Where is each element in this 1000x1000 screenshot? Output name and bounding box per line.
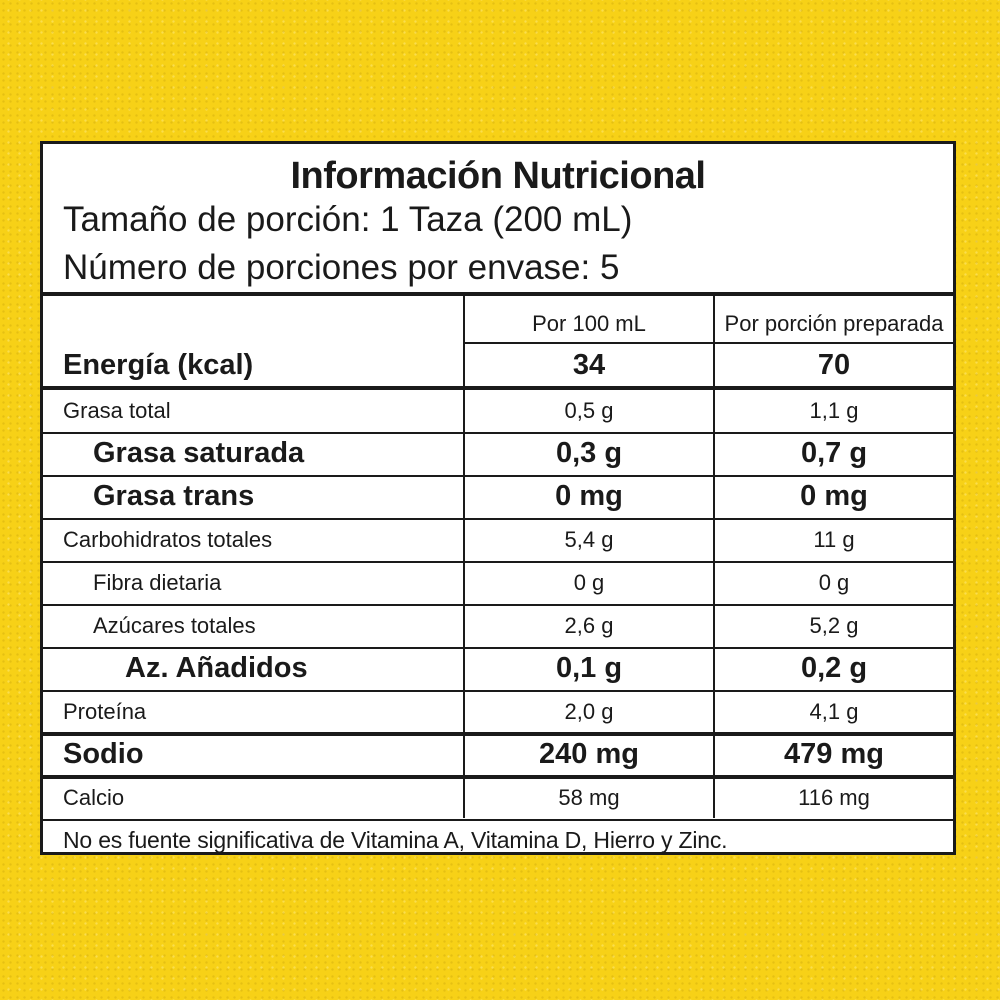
row-divider: [43, 432, 953, 434]
nutrient-per-serving-carbohidratos-totales: 11 g: [813, 527, 855, 552]
row-divider: [43, 690, 953, 692]
nutrient-name-grasa-trans: Grasa trans: [93, 480, 255, 512]
row-divider: [43, 518, 953, 520]
column-header-per-100ml: Por 100 mL: [532, 311, 646, 336]
nutrient-per-serving-az-anadidos: 0,2 g: [800, 652, 868, 684]
row-divider: [43, 775, 953, 779]
label-title: Información Nutricional: [290, 155, 706, 197]
row-divider: [43, 475, 953, 477]
nutrient-per-serving-sodio: 479 mg: [784, 738, 884, 770]
energy-top-line: [463, 342, 953, 344]
nutrient-name-az-anadidos: Az. Añadidos: [125, 652, 308, 684]
nutrient-per-100ml-azucares-totales: 2,6 g: [564, 613, 614, 638]
row-divider: [43, 732, 953, 736]
nutrient-name-azucares-totales: Azúcares totales: [93, 613, 256, 638]
nutrient-name-calcio: Calcio: [63, 785, 125, 810]
servings-per-container: Número de porciones por envase: 5: [63, 248, 620, 287]
energy-label: Energía (kcal): [63, 349, 254, 381]
nutrient-per-serving-proteina: 4,1 g: [809, 699, 859, 724]
label-header: Información Nutricional Tamaño de porció…: [43, 144, 953, 292]
nutrient-per-serving-grasa-saturada: 0,7 g: [800, 437, 868, 469]
nutrient-name-grasa-total: Grasa total: [63, 398, 171, 423]
column-header-per-serving: Por porción preparada: [724, 311, 944, 336]
energy-divider: [43, 386, 953, 390]
nutrient-per-100ml-grasa-total: 0,5 g: [564, 398, 614, 423]
header-divider: [43, 292, 953, 296]
nutrition-facts-panel: Información Nutricional Tamaño de porció…: [40, 141, 956, 855]
nutrient-name-fibra-dietaria: Fibra dietaria: [93, 570, 222, 595]
nutrient-name-proteina: Proteína: [63, 699, 147, 724]
row-divider: [43, 604, 953, 606]
nutrient-name-grasa-saturada: Grasa saturada: [93, 437, 305, 469]
nutrient-per-100ml-calcio: 58 mg: [558, 785, 620, 810]
nutrient-per-serving-grasa-total: 1,1 g: [809, 398, 859, 423]
column-separator-2: [713, 296, 715, 818]
nutrient-per-100ml-proteina: 2,0 g: [564, 699, 614, 724]
row-divider: [43, 819, 953, 821]
nutrient-per-serving-grasa-trans: 0 mg: [800, 480, 868, 512]
row-divider: [43, 647, 953, 649]
nutrient-name-carbohidratos-totales: Carbohidratos totales: [63, 527, 273, 552]
nutrient-per-serving-azucares-totales: 5,2 g: [809, 613, 859, 638]
nutrient-per-100ml-sodio: 240 mg: [539, 738, 639, 770]
nutrient-per-100ml-az-anadidos: 0,1 g: [555, 652, 623, 684]
nutrient-per-serving-calcio: 116 mg: [798, 785, 870, 810]
nutrient-per-100ml-grasa-trans: 0 mg: [555, 480, 623, 512]
nutrient-per-100ml-carbohidratos-totales: 5,4 g: [564, 527, 614, 552]
footnote: No es fuente significativa de Vitamina A…: [63, 827, 728, 853]
energy-per-100ml: 34: [572, 349, 606, 381]
nutrient-per-100ml-fibra-dietaria: 0 g: [573, 570, 605, 595]
nutrient-per-100ml-grasa-saturada: 0,3 g: [555, 437, 623, 469]
serving-size: Tamaño de porción: 1 Taza (200 mL): [63, 200, 633, 239]
nutrient-per-serving-fibra-dietaria: 0 g: [818, 570, 850, 595]
row-divider: [43, 561, 953, 563]
nutrient-name-sodio: Sodio: [63, 738, 144, 770]
column-separator-1: [463, 296, 465, 818]
energy-per-serving: 70: [817, 349, 851, 381]
